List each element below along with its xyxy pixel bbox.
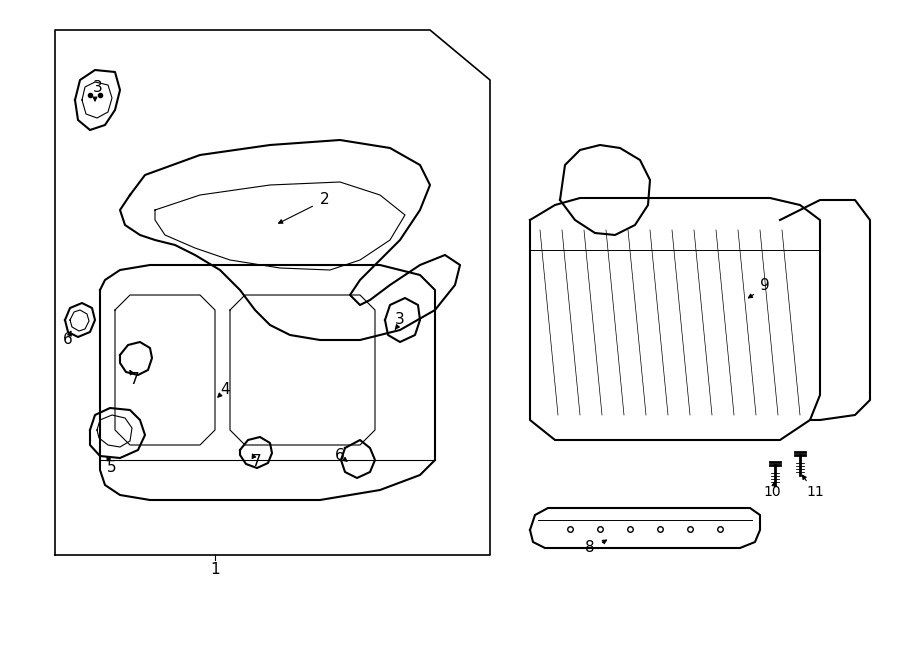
- Text: 9: 9: [760, 278, 770, 293]
- Text: 3: 3: [395, 313, 405, 327]
- Text: 6: 6: [335, 447, 345, 463]
- Text: 6: 6: [63, 332, 73, 348]
- Text: 3: 3: [93, 81, 103, 95]
- Text: 4: 4: [220, 383, 230, 397]
- Text: 2: 2: [320, 192, 329, 208]
- Text: 7: 7: [252, 455, 262, 469]
- Text: 5: 5: [107, 461, 117, 475]
- Text: 11: 11: [806, 485, 824, 499]
- Text: 7: 7: [130, 373, 140, 387]
- Text: 10: 10: [763, 485, 781, 499]
- Text: 1: 1: [211, 563, 220, 578]
- Text: 8: 8: [585, 541, 595, 555]
